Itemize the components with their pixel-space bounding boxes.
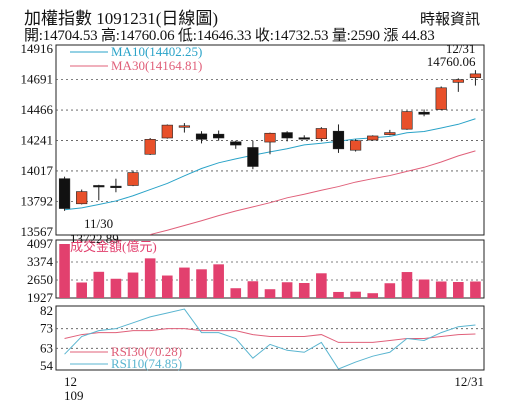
volume-bar xyxy=(196,269,207,298)
candle-body xyxy=(213,133,225,139)
x-axis-end-date-label: 12/31 xyxy=(454,374,484,389)
volume-bar xyxy=(418,279,430,298)
source-label: 時報資訊 xyxy=(420,12,481,28)
volume-bar xyxy=(384,283,396,298)
price-tick-label: 14916 xyxy=(21,41,54,56)
volume-bar xyxy=(264,289,276,298)
ma10-line xyxy=(64,118,476,211)
volume-bar xyxy=(213,264,224,298)
rsi30-legend-label: RSI30(70.28) xyxy=(111,344,182,359)
candle-body xyxy=(93,185,105,188)
volume-bar xyxy=(144,258,156,298)
volume-bar xyxy=(453,281,464,298)
rsi-panel-frame xyxy=(55,305,485,371)
candle-body xyxy=(58,178,71,209)
volume-bar xyxy=(298,282,310,298)
candle-body xyxy=(298,137,310,140)
candle-body xyxy=(281,132,293,139)
x-axis-year-label: 109 xyxy=(64,388,84,403)
ma10-legend-label: MA10(14402.25) xyxy=(111,44,202,59)
volume-bar xyxy=(230,288,242,298)
volume-bar xyxy=(367,293,379,298)
candle-body xyxy=(144,139,156,155)
volume-bar xyxy=(401,272,413,298)
price-tick-label: 14241 xyxy=(21,133,54,148)
volume-panel-label: 成交金額(億元) xyxy=(70,239,157,254)
x-axis-month-label: 12 xyxy=(64,374,77,389)
volume-bar xyxy=(435,281,447,298)
high-value-label: 14760.06 xyxy=(427,54,476,69)
candle-body xyxy=(367,135,379,141)
volume-bar xyxy=(127,272,139,298)
ma30-legend-label: MA30(14164.81) xyxy=(111,58,202,73)
volume-bar xyxy=(333,291,344,298)
candle-body xyxy=(418,111,430,115)
price-tick-label: 14466 xyxy=(21,102,54,117)
volume-bar xyxy=(179,267,190,298)
candle-body xyxy=(247,147,259,167)
volume-bar xyxy=(110,278,122,298)
rsi30-line xyxy=(64,328,476,343)
candle-body xyxy=(161,124,173,139)
low-value-label: 13722.89 xyxy=(70,231,119,246)
candle-body xyxy=(195,133,208,140)
candle-body xyxy=(435,87,447,110)
candle-body xyxy=(264,132,276,143)
volume-tick-label: 3374 xyxy=(27,254,54,269)
low-date-label: 11/30 xyxy=(84,216,113,231)
candle-body xyxy=(401,111,413,130)
rsi-tick-label: 82 xyxy=(40,303,53,318)
volume-bar xyxy=(76,282,87,298)
candle-body xyxy=(110,185,122,188)
volume-bar xyxy=(59,244,70,298)
volume-bar xyxy=(350,291,361,298)
candle-body xyxy=(384,132,396,135)
volume-tick-label: 1927 xyxy=(27,290,54,305)
candle-body xyxy=(178,125,191,128)
high-date-label: 12/31 xyxy=(446,41,476,56)
rsi10-line xyxy=(64,308,476,370)
volume-tick-label: 2650 xyxy=(27,272,53,287)
rsi-tick-label: 54 xyxy=(40,358,54,373)
price-tick-label: 14691 xyxy=(21,72,54,87)
candle-body xyxy=(127,172,139,186)
chart-title: 加權指數 1091231(日線圖) xyxy=(24,9,219,28)
volume-bar xyxy=(316,273,327,298)
candle-body xyxy=(469,73,482,78)
rsi-tick-label: 73 xyxy=(40,321,53,336)
candle-body xyxy=(349,140,362,151)
volume-bar xyxy=(161,275,173,298)
candle-body xyxy=(230,141,242,146)
price-panel-frame xyxy=(55,44,485,236)
rsi10-legend-label: RSI10(74.85) xyxy=(111,356,182,371)
price-tick-label: 13567 xyxy=(21,224,54,239)
volume-tick-label: 4097 xyxy=(27,236,54,251)
volume-bar xyxy=(93,271,105,298)
volume-bar xyxy=(247,281,259,298)
ohlc-summary: 開:14704.53 高:14760.06 低:14646.33 收:14732… xyxy=(24,28,435,44)
candle-body xyxy=(452,79,464,83)
ma30-line xyxy=(150,150,476,236)
candle-body xyxy=(76,191,88,205)
volume-bar xyxy=(281,282,293,298)
candle-body xyxy=(332,130,345,150)
price-tick-label: 13792 xyxy=(21,193,54,208)
volume-bar xyxy=(470,281,481,298)
candle-body xyxy=(315,128,327,139)
price-tick-label: 14017 xyxy=(21,163,54,178)
rsi-tick-label: 63 xyxy=(40,340,53,355)
